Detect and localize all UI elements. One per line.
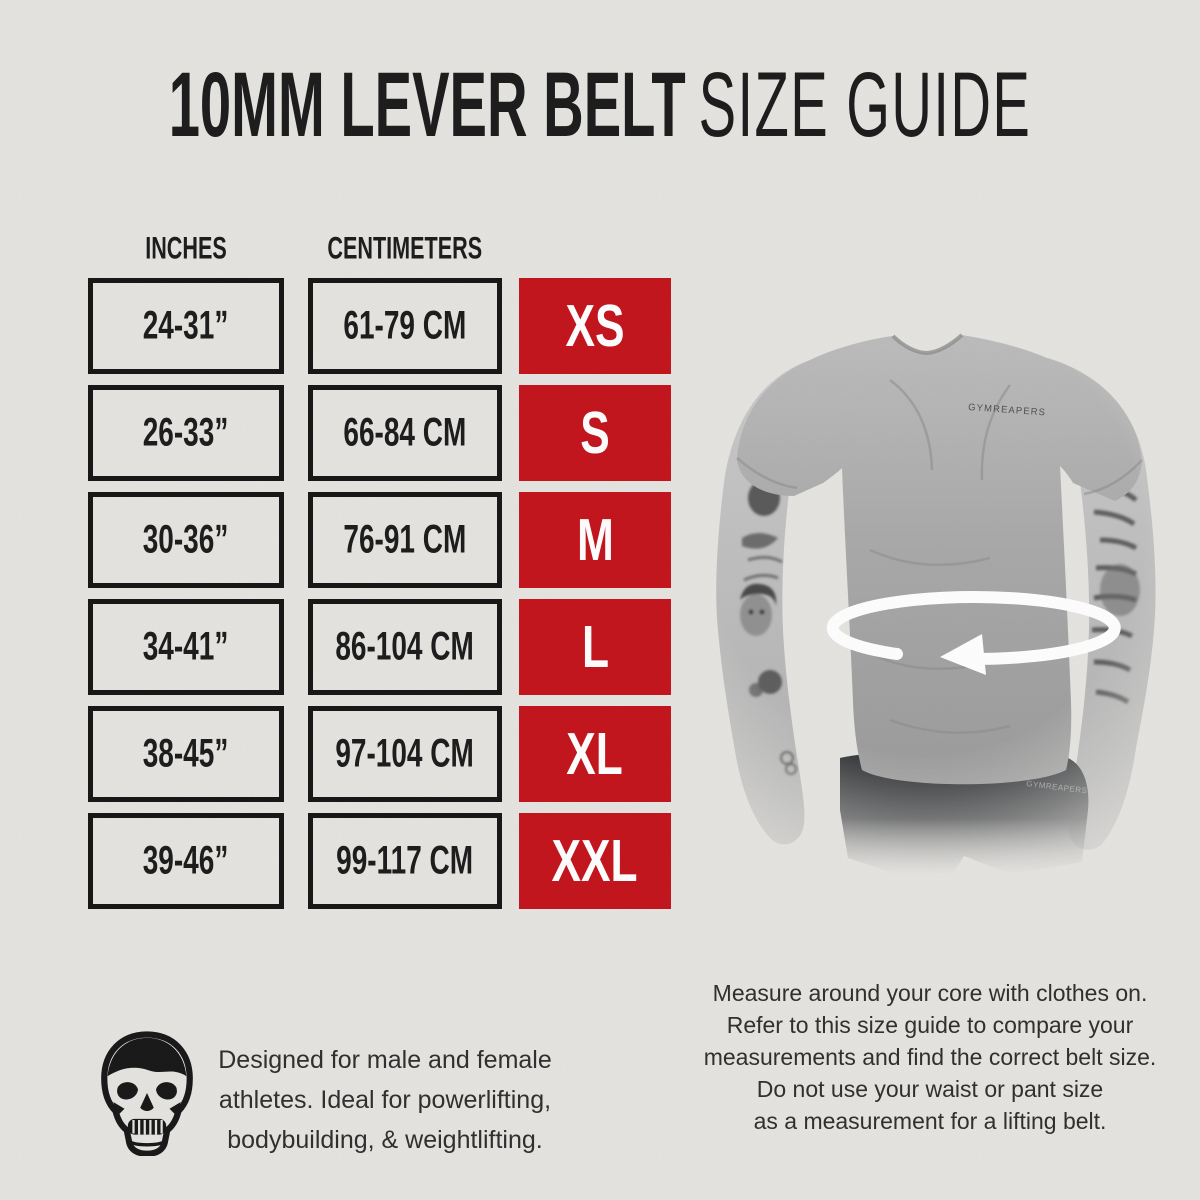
- size-badge: M: [519, 492, 671, 588]
- cm-range-box: 99-117 CM: [308, 813, 502, 909]
- cm-range-box: 61-79 CM: [308, 278, 502, 374]
- left-footnote-line: Designed for male and female: [218, 1046, 552, 1074]
- size-badge: L: [519, 599, 671, 695]
- centimeters-column-header: CENTIMETERS: [327, 230, 483, 265]
- right-footnote-line: Do not use your waist or pant size: [756, 1076, 1104, 1102]
- inches-range-box: 24-31”: [88, 278, 284, 374]
- inches-range-box: 26-33”: [88, 385, 284, 481]
- right-footnote: Measure around your core with clothes on…: [660, 977, 1200, 1137]
- inches-range-box: 34-41”: [88, 599, 284, 695]
- skull-logo-icon: [101, 1031, 193, 1156]
- left-footnote: Designed for male and female athletes. I…: [195, 1040, 575, 1160]
- cm-range-box: 97-104 CM: [308, 706, 502, 802]
- inches-range-box: 39-46”: [88, 813, 284, 909]
- size-badge: XS: [519, 278, 671, 374]
- model-photo: GYMREAPERS GYMREAPERS: [716, 333, 1156, 874]
- right-footnote-line: Refer to this size guide to compare your: [726, 1012, 1134, 1038]
- right-footnote-line: measurements and find the correct belt s…: [703, 1044, 1157, 1070]
- inches-column-header: INCHES: [145, 230, 227, 265]
- size-badge: XL: [519, 706, 671, 802]
- inches-range-box: 30-36”: [88, 492, 284, 588]
- left-footnote-line: athletes. Ideal for powerlifting,: [218, 1086, 552, 1114]
- model-tshirt: [737, 335, 1142, 785]
- size-badge: XXL: [519, 813, 671, 909]
- inches-range-box: 38-45”: [88, 706, 284, 802]
- left-footnote-line: bodybuilding, & weightlifting.: [227, 1126, 543, 1154]
- page-title-light: SIZE GUIDE: [698, 52, 1032, 156]
- page-title: 10MM LEVER BELT SIZE GUIDE: [168, 50, 1032, 159]
- cm-range-box: 66-84 CM: [308, 385, 502, 481]
- cm-range-box: 86-104 CM: [308, 599, 502, 695]
- page-title-bold: 10MM LEVER BELT: [168, 52, 686, 156]
- cm-range-box: 76-91 CM: [308, 492, 502, 588]
- size-badge: S: [519, 385, 671, 481]
- right-footnote-line: as a measurement for a lifting belt.: [753, 1108, 1107, 1134]
- right-footnote-line: Measure around your core with clothes on…: [712, 980, 1148, 1006]
